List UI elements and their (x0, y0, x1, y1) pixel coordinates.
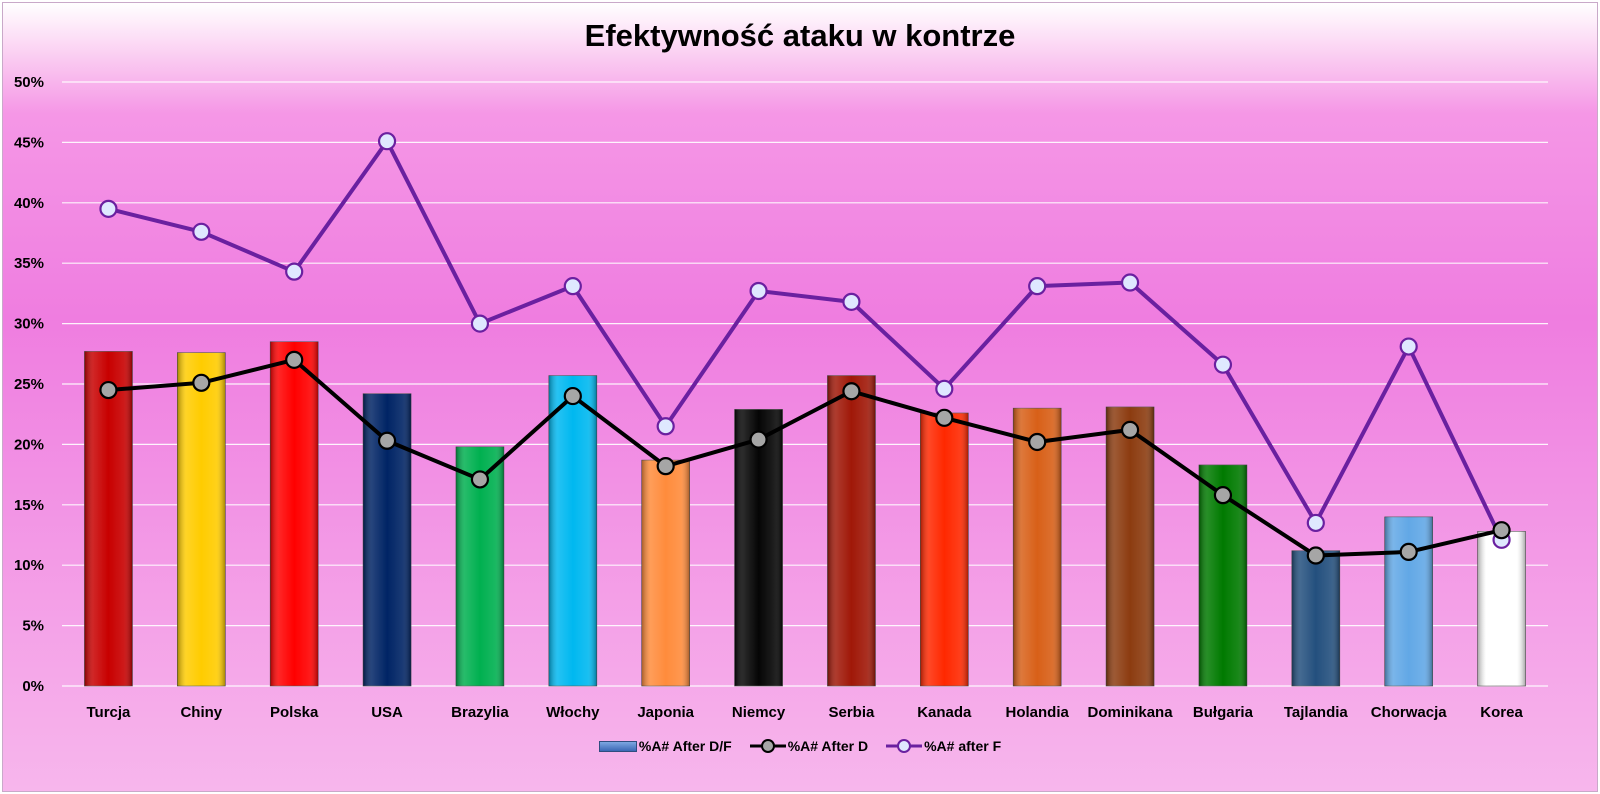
y-tick-label: 35% (14, 255, 44, 272)
data-point (1399, 542, 1418, 562)
chart-title: Efektywność ataku w kontrze (584, 18, 1016, 53)
x-tick-label: Korea (1480, 704, 1523, 721)
x-tick-label: Tajlandia (1284, 704, 1349, 721)
bar-shading (1013, 408, 1062, 686)
series-line (108, 357, 1503, 558)
data-point (842, 382, 861, 401)
data-point (99, 380, 118, 400)
bar-shading (734, 409, 783, 686)
x-tick-label: Bułgaria (1193, 704, 1254, 721)
data-point (470, 470, 490, 489)
data-point (377, 132, 397, 151)
data-point (1120, 273, 1140, 292)
x-tick-label: Serbia (829, 704, 876, 721)
bar-shading (1384, 516, 1433, 686)
x-tick-label: Niemcy (732, 704, 786, 721)
data-point (1399, 337, 1418, 356)
x-tick-label: Włochy (546, 704, 600, 721)
bar-shading (641, 460, 690, 686)
bar-shading (920, 412, 969, 686)
data-point (749, 430, 768, 449)
x-tick-label: Holandia (1006, 704, 1070, 721)
bar-shading (827, 375, 876, 686)
x-tick-label: Dominikana (1088, 704, 1174, 721)
data-point (656, 457, 675, 476)
x-tick-label: Chorwacja (1371, 704, 1448, 721)
data-point (192, 373, 211, 392)
data-point (285, 262, 304, 281)
bar-shading (1477, 531, 1526, 686)
legend-item-after-f: %A# after F (886, 738, 1001, 754)
legend-label: %A# after F (924, 738, 1002, 754)
data-point (192, 222, 211, 241)
data-point (842, 292, 861, 311)
bar-shading (548, 375, 597, 686)
chart-legend: %A# After D/F %A# After D %A# after F (0, 738, 1600, 754)
data-point (656, 417, 675, 436)
y-tick-label: 10% (14, 557, 44, 574)
y-tick-label: 40% (14, 195, 44, 212)
legend-item-after-d: %A# After D (749, 738, 869, 754)
data-point (1028, 277, 1047, 296)
data-point (285, 350, 304, 369)
x-tick-label: Polska (270, 704, 319, 721)
legend-item-after-df: %A# After D/F (598, 738, 732, 754)
y-tick-label: 50% (14, 74, 44, 91)
data-point (1306, 546, 1325, 565)
x-tick-label: USA (371, 704, 403, 721)
x-tick-label: Chiny (180, 704, 222, 721)
bar-shading (1106, 406, 1155, 686)
y-tick-label: 25% (14, 376, 44, 393)
data-point (1213, 355, 1233, 374)
data-point (563, 386, 582, 406)
x-tick-label: Turcja (86, 704, 131, 721)
y-tick-label: 30% (14, 316, 44, 333)
y-tick-label: 20% (14, 436, 44, 453)
legend-line-swatch-purple (886, 739, 923, 753)
x-tick-label: Kanada (917, 704, 972, 721)
data-point (1306, 513, 1325, 533)
data-point (1028, 432, 1047, 452)
y-tick-label: 15% (14, 497, 44, 514)
data-point (1492, 521, 1511, 540)
legend-label: %A# After D/F (638, 738, 732, 754)
data-point (563, 277, 582, 296)
series-line (107, 139, 1504, 541)
data-point (99, 199, 118, 218)
y-tick-label: 5% (22, 618, 44, 635)
x-tick-label: Brazylia (451, 704, 509, 721)
legend-label: %A# After D (787, 738, 869, 754)
data-point (935, 379, 954, 398)
data-point (1120, 420, 1140, 440)
x-tick-label: Japonia (637, 704, 694, 721)
bar-shading (270, 341, 319, 686)
data-point (749, 281, 768, 301)
bar-shading (1291, 550, 1340, 686)
bar-shading (177, 352, 226, 686)
data-point (1213, 486, 1233, 505)
data-point (377, 431, 397, 450)
legend-line-swatch-black (749, 739, 786, 753)
data-point (935, 408, 954, 427)
bar-shading (84, 351, 133, 686)
y-tick-label: 0% (22, 678, 44, 695)
y-tick-label: 45% (14, 134, 44, 151)
data-point (470, 314, 490, 333)
legend-bar-swatch (598, 740, 637, 752)
